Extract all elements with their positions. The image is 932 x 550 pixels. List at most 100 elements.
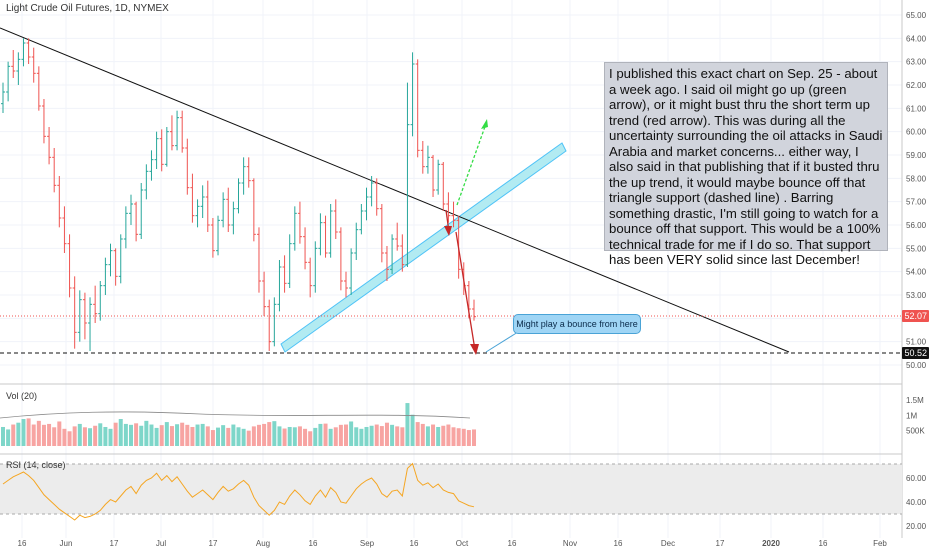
price-tick-label: 59.00 — [906, 151, 927, 160]
volume-bar — [292, 427, 297, 446]
volume-bar — [441, 425, 446, 446]
time-tick-label: Nov — [563, 539, 577, 548]
volume-bar — [62, 428, 67, 446]
volume-bar — [36, 420, 41, 446]
volume-bar — [26, 418, 31, 446]
time-tick-label: 16 — [410, 539, 419, 548]
uptrend-channel — [280, 142, 567, 353]
volume-bar — [144, 420, 149, 446]
volume-bar — [98, 423, 103, 446]
price-tick-label: 60.00 — [906, 128, 927, 137]
volume-bar — [410, 414, 415, 446]
price-tick-label: 51.00 — [906, 338, 927, 347]
volume-bar — [256, 424, 261, 446]
volume-bar — [113, 422, 118, 446]
volume-bar — [456, 428, 461, 446]
volume-bar — [6, 429, 11, 446]
rsi-line — [2, 462, 475, 521]
volume-bar — [31, 424, 36, 446]
price-tick-label: 63.00 — [906, 58, 927, 67]
volume-bar — [128, 424, 133, 446]
volume-bar — [303, 428, 308, 446]
volume-bar — [47, 423, 52, 446]
volume-bar — [354, 427, 359, 446]
annotation-note[interactable]: I published this exact chart on Sep. 25 … — [604, 62, 888, 267]
volume-bar — [379, 426, 384, 446]
volume-bar — [374, 424, 379, 446]
downtrend-line — [0, 27, 790, 353]
volume-bar — [344, 424, 349, 446]
green-arrow-head — [481, 119, 488, 129]
rsi-tick-label: 20.00 — [906, 522, 927, 531]
volume-bar — [349, 421, 354, 446]
time-tick-label: 16 — [614, 539, 623, 548]
volume-bar — [272, 421, 277, 446]
time-tick-label: 16 — [309, 539, 318, 548]
time-tick-label: Dec — [661, 539, 675, 548]
volume-bar — [1, 426, 5, 446]
volume-bar — [308, 431, 313, 446]
rsi-band — [0, 464, 902, 514]
volume-bar — [169, 426, 174, 446]
volume-bar — [369, 425, 374, 446]
volume-bar — [395, 426, 400, 446]
price-tick-label: 64.00 — [906, 34, 927, 43]
time-tick-label: 17 — [110, 539, 119, 548]
volume-bar — [425, 426, 430, 446]
time-tick-label: Jun — [60, 539, 73, 548]
time-tick-label: 17 — [716, 539, 725, 548]
volume-bar — [282, 428, 287, 446]
volume-bar — [180, 422, 185, 446]
rsi-axis: 60.00 40.00 20.00 — [906, 474, 927, 531]
price-tick-label: 62.00 — [906, 81, 927, 90]
volume-bar — [88, 428, 93, 446]
volume-bar — [175, 424, 180, 446]
volume-bar — [108, 428, 113, 446]
volume-ma-line — [0, 411, 471, 419]
volume-tick-label: 1M — [906, 411, 917, 420]
volume-bar — [241, 428, 246, 446]
red-arrow-head-1 — [444, 226, 452, 236]
volume-bar — [67, 431, 72, 446]
volume-bar — [226, 427, 231, 446]
volume-bar — [82, 427, 87, 446]
volume-bar — [246, 430, 251, 446]
volume-bar — [200, 423, 205, 446]
volume-bar — [277, 426, 282, 446]
volume-bar — [236, 427, 241, 446]
price-tick-label: 55.00 — [906, 244, 927, 253]
background-grid — [0, 0, 902, 538]
volume-bar — [72, 426, 77, 446]
price-axis: 65.00 64.00 63.00 62.00 61.00 60.00 59.00 58.00… — [906, 11, 927, 370]
volume-bar — [466, 430, 471, 446]
volume-tick-label: 1.5M — [906, 396, 924, 405]
bounce-callout[interactable]: Might play a bounce from here — [513, 314, 641, 334]
volume-bar — [364, 426, 369, 446]
time-tick-label: Jul — [156, 539, 166, 548]
volume-bar — [400, 427, 405, 446]
volume-bar — [420, 423, 425, 446]
volume-bar — [251, 426, 256, 446]
volume-bar — [231, 424, 236, 446]
volume-bar — [41, 424, 46, 446]
time-tick-label: Feb — [873, 539, 887, 548]
volume-bar — [216, 427, 221, 446]
volume-bars — [1, 403, 476, 446]
price-tick-label: 53.00 — [906, 291, 927, 300]
volume-bar — [338, 424, 343, 446]
volume-bar — [205, 426, 210, 446]
rsi-tick-label: 40.00 — [906, 498, 927, 507]
callout-pointer — [485, 331, 519, 353]
volume-bar — [318, 423, 323, 446]
volume-bar — [221, 425, 226, 446]
time-tick-label: 16 — [819, 539, 828, 548]
time-tick-label: 17 — [209, 539, 218, 548]
price-tick-label: 61.00 — [906, 104, 927, 113]
price-tick-label: 57.00 — [906, 198, 927, 207]
volume-bar — [328, 428, 333, 446]
red-arrow-head-2 — [470, 344, 479, 355]
volume-bar — [405, 403, 410, 446]
volume-bar — [21, 419, 26, 446]
volume-bar — [134, 423, 139, 446]
price-tick-label: 54.00 — [906, 268, 927, 277]
